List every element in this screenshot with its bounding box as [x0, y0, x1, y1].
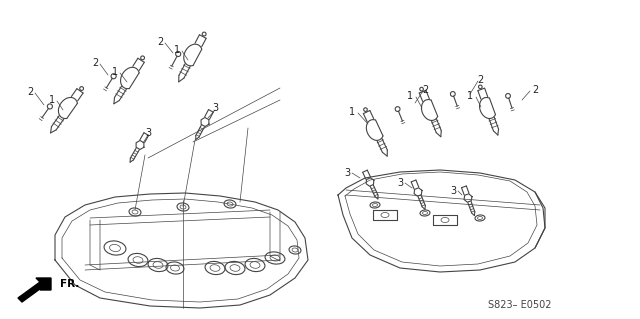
Text: 1: 1	[467, 91, 473, 101]
Text: 3: 3	[212, 103, 218, 113]
Text: 3: 3	[397, 178, 403, 188]
Text: 2: 2	[477, 75, 483, 85]
Text: 1: 1	[407, 91, 413, 101]
Text: 1: 1	[112, 67, 118, 77]
Text: 3: 3	[145, 128, 151, 138]
Text: 3: 3	[344, 168, 350, 178]
Text: 2: 2	[27, 87, 33, 97]
Text: 2: 2	[422, 85, 428, 95]
Text: 1: 1	[49, 95, 55, 105]
Text: 1: 1	[174, 45, 180, 55]
Polygon shape	[18, 278, 51, 302]
Text: 3: 3	[450, 186, 456, 196]
Text: 2: 2	[532, 85, 538, 95]
Text: 2: 2	[92, 58, 98, 68]
Text: 1: 1	[349, 107, 355, 117]
Text: S823– E0502: S823– E0502	[488, 300, 552, 310]
Text: FR.: FR.	[60, 279, 79, 289]
Text: 2: 2	[157, 37, 163, 47]
